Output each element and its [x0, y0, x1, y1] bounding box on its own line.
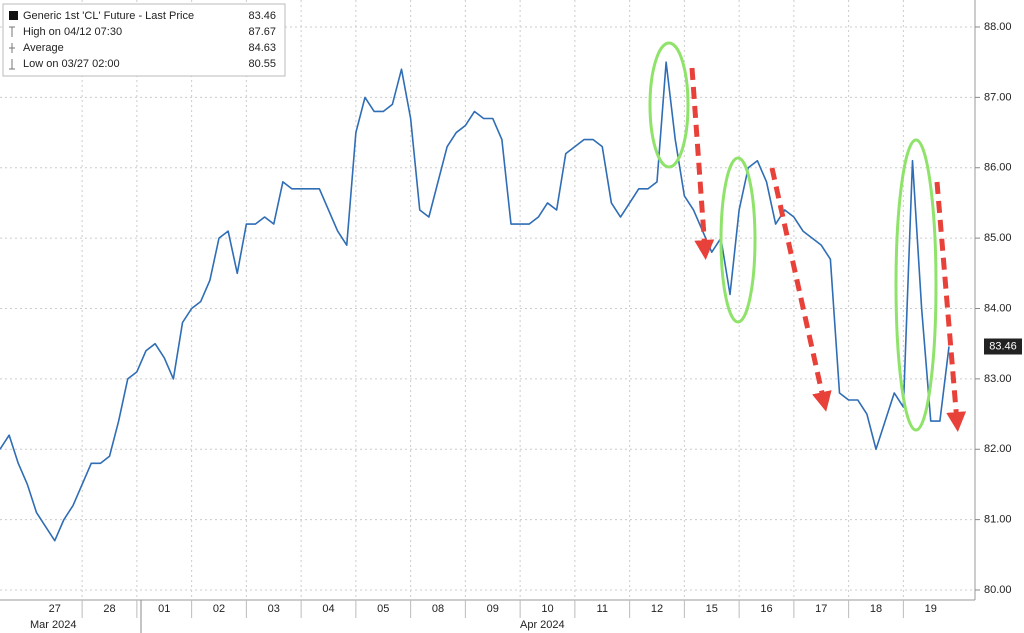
- legend: Generic 1st 'CL' Future - Last Price 83.…: [2, 3, 286, 77]
- highlight-ellipse: [719, 156, 757, 324]
- x-tick-label: 28: [103, 603, 115, 615]
- x-tick-label: 05: [377, 603, 389, 615]
- y-tick-label: 81.00: [984, 514, 1012, 526]
- x-tick-label: 02: [213, 603, 225, 615]
- price-line: [0, 61, 950, 542]
- x-tick-label: 04: [322, 603, 334, 615]
- x-tick-label: 12: [651, 603, 663, 615]
- y-tick-label: 83.00: [984, 373, 1012, 385]
- legend-label: Average: [23, 42, 64, 54]
- annotations: [648, 41, 967, 432]
- highlight-ellipse: [648, 41, 690, 169]
- legend-value: 80.55: [248, 58, 276, 70]
- legend-value: 84.63: [248, 42, 276, 54]
- x-tick-label: 18: [870, 603, 882, 615]
- x-tick-label: 10: [541, 603, 553, 615]
- legend-value: 83.46: [248, 10, 276, 22]
- plot-area: [0, 0, 975, 600]
- x-tick-label: 17: [815, 603, 827, 615]
- legend-box: [2, 3, 286, 77]
- down-arrow: [689, 67, 715, 260]
- x-group-label: Apr 2024: [520, 619, 565, 631]
- legend-icons: [9, 26, 15, 70]
- highlight-ellipse: [894, 138, 938, 432]
- y-tick-label: 88.00: [984, 21, 1012, 33]
- down-arrow: [934, 181, 967, 432]
- x-tick-label: 03: [268, 603, 280, 615]
- x-tick-label: 19: [925, 603, 937, 615]
- x-tick-label: 01: [158, 603, 170, 615]
- grid: [0, 0, 980, 618]
- legend-label: High on 04/12 07:30: [23, 26, 122, 38]
- y-tick-label: 85.00: [984, 232, 1012, 244]
- legend-value: 87.67: [248, 26, 276, 38]
- y-tick-label: 82.00: [984, 443, 1012, 455]
- legend-label: Generic 1st 'CL' Future - Last Price: [23, 10, 194, 22]
- x-tick-label: 09: [487, 603, 499, 615]
- legend-label: Low on 03/27 02:00: [23, 58, 120, 70]
- last-price-label: 83.46: [989, 340, 1017, 352]
- legend-swatch: [9, 11, 18, 20]
- x-tick-label: 16: [760, 603, 772, 615]
- x-tick-label: 15: [706, 603, 718, 615]
- x-tick-label: 08: [432, 603, 444, 615]
- y-tick-label: 84.00: [984, 302, 1012, 314]
- y-tick-label: 86.00: [984, 162, 1012, 174]
- y-tick-label: 80.00: [984, 584, 1012, 596]
- x-tick-label: 27: [49, 603, 61, 615]
- x-tick-label: 11: [597, 603, 608, 615]
- series: [0, 61, 950, 542]
- down-arrow: [769, 167, 832, 412]
- x-group-label: Mar 2024: [30, 619, 76, 631]
- last-price-tag: [984, 338, 1022, 355]
- y-tick-label: 87.00: [984, 91, 1012, 103]
